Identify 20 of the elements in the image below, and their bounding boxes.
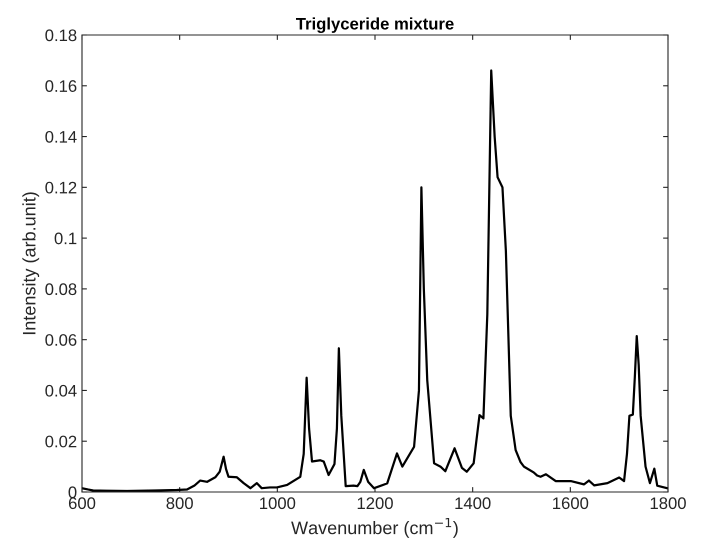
- y-tick-label: 0.16: [45, 80, 76, 92]
- y-tick-label: 0.1: [54, 232, 76, 244]
- y-tick-label: 0.02: [45, 436, 76, 448]
- x-tick-label: 1600: [553, 497, 588, 510]
- y-tick-label: 0.14: [45, 130, 77, 143]
- y-tick-label: 0.18: [45, 29, 76, 42]
- x-tick-label: 1400: [455, 497, 491, 510]
- y-axis-title: Intensity (arb.unit): [22, 192, 40, 334]
- y-tick-label: 0.12: [45, 182, 76, 194]
- x-axis-title: Wavenumber (cm$^{−1}$): [291, 518, 458, 538]
- x-tick-label: 1200: [358, 497, 393, 510]
- x-tick-label: 800: [166, 497, 193, 510]
- x-tick-label: 1000: [260, 497, 296, 510]
- chart-title: Triglyceride mixture: [296, 17, 454, 33]
- y-tick-label: 0.04: [45, 384, 77, 397]
- y-tick-label: 0.08: [45, 283, 76, 296]
- x-tick-label: 600: [68, 497, 96, 510]
- y-tick-label: 0.06: [45, 334, 76, 346]
- y-tick-label: 0: [68, 486, 76, 498]
- x-tick-label: 1800: [650, 497, 686, 510]
